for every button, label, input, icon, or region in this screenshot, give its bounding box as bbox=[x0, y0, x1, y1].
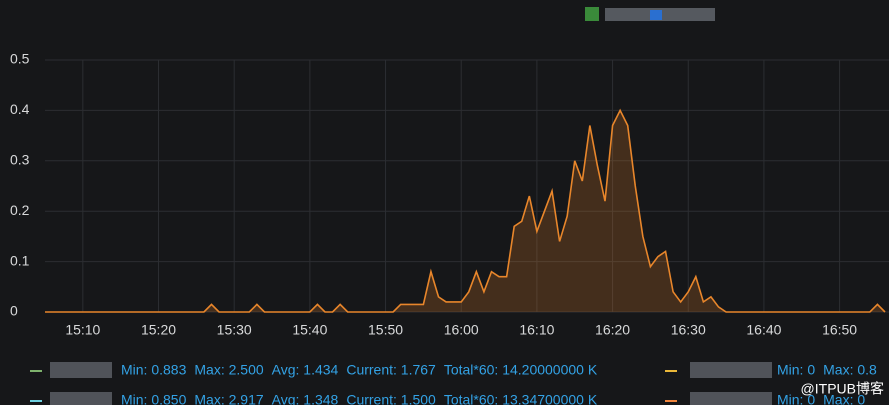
x-tick-label: 15:30 bbox=[217, 322, 252, 338]
legend-stat: Min: 0.850 bbox=[121, 392, 187, 405]
x-tick-label: 16:10 bbox=[519, 322, 554, 338]
y-tick-label: 0 bbox=[10, 303, 18, 319]
legend-stat: Max: 0.8 bbox=[823, 362, 877, 378]
y-tick-label: 0.2 bbox=[10, 202, 30, 218]
watermark: @ITPUB博客 bbox=[801, 381, 884, 397]
legend-stat: Current: 1.500 bbox=[346, 392, 436, 405]
legend-stat: Min: 0 bbox=[777, 392, 815, 405]
legend-stat: Total*60: 14.20000000 K bbox=[444, 362, 598, 378]
x-tick-label: 15:10 bbox=[65, 322, 100, 338]
legend-stat: Min: 0 bbox=[777, 362, 815, 378]
legend-stat: Current: 1.767 bbox=[346, 362, 436, 378]
y-tick-label: 0.1 bbox=[10, 252, 30, 268]
legend-stat: Max: 2.500 bbox=[194, 362, 263, 378]
x-tick-label: 16:20 bbox=[595, 322, 630, 338]
y-tick-label: 0.3 bbox=[10, 152, 30, 168]
legend-stat: Avg: 1.348 bbox=[272, 392, 339, 405]
x-tick-label: 16:00 bbox=[444, 322, 479, 338]
legend-name-obscured bbox=[50, 362, 772, 405]
x-tick-label: 15:50 bbox=[368, 322, 403, 338]
x-tick-label: 16:40 bbox=[746, 322, 781, 338]
legend-stat: Max: 2.917 bbox=[194, 392, 263, 405]
x-tick-label: 16:30 bbox=[671, 322, 706, 338]
legend-stat: Avg: 1.434 bbox=[272, 362, 339, 378]
legend-stat: Total*60: 13.34700000 K bbox=[444, 392, 598, 405]
x-tick-label: 16:50 bbox=[822, 322, 857, 338]
y-tick-label: 0.4 bbox=[10, 101, 30, 117]
legend-stat: Max: 0 bbox=[823, 392, 865, 405]
x-tick-label: 15:20 bbox=[141, 322, 176, 338]
x-tick-label: 15:40 bbox=[292, 322, 327, 338]
top-legend-obscured bbox=[585, 7, 715, 21]
y-tick-label: 0.5 bbox=[10, 51, 30, 67]
legend-stat: Min: 0.883 bbox=[121, 362, 187, 378]
series-line bbox=[45, 108, 886, 313]
